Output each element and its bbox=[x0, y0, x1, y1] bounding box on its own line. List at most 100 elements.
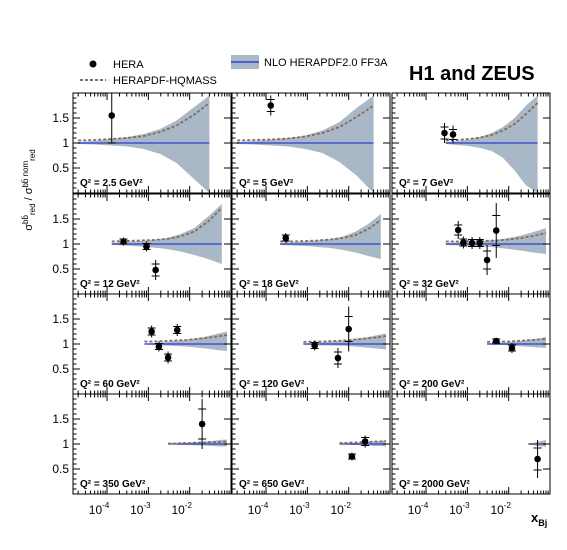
hera-data-point bbox=[468, 237, 477, 249]
hera-data-point bbox=[173, 324, 182, 336]
q2-label: Q² = 650 GeV² bbox=[239, 479, 305, 490]
q2-label: Q² = 7 GeV² bbox=[399, 178, 454, 189]
data-marker bbox=[143, 243, 150, 250]
panel-q2-18: Q² = 18 GeV² bbox=[231, 193, 391, 295]
panel-q2-7: Q² = 7 GeV² bbox=[391, 92, 551, 194]
y-tick-label: 1.5 bbox=[52, 412, 69, 426]
hera-data-point bbox=[483, 245, 492, 275]
data-marker bbox=[441, 129, 448, 137]
data-marker bbox=[468, 239, 476, 247]
hera-data-point bbox=[151, 260, 160, 280]
data-marker bbox=[152, 266, 159, 274]
panel-plot-area bbox=[440, 95, 539, 193]
data-marker bbox=[345, 325, 352, 333]
data-marker bbox=[148, 328, 155, 335]
nlo-uncertainty-band bbox=[168, 439, 227, 447]
hqmass-curve bbox=[111, 207, 223, 243]
panel-plot-area bbox=[237, 95, 375, 193]
hera-data-point bbox=[164, 351, 173, 364]
nlo-uncertainty-band bbox=[280, 214, 381, 259]
data-marker bbox=[334, 354, 342, 362]
legend-hqmass-label: HERAPDF-HQMASS bbox=[113, 75, 217, 87]
data-marker bbox=[492, 227, 500, 234]
hera-data-point bbox=[142, 241, 151, 252]
panel-q2-2000: 10-4 10-3 10-2 Q² = 2000 GeV² bbox=[391, 393, 551, 517]
hera-data-point bbox=[344, 306, 353, 352]
q2-label: Q² = 12 GeV² bbox=[80, 279, 140, 290]
data-marker bbox=[198, 420, 206, 428]
y-tick-label: 1.5 bbox=[52, 111, 69, 125]
panel-plot-area bbox=[303, 306, 387, 368]
panel-plot-area bbox=[144, 324, 228, 364]
hera-data-point bbox=[266, 95, 275, 116]
panel-plot-area bbox=[78, 93, 210, 193]
nlo-uncertainty-band bbox=[144, 331, 227, 351]
hera-data-point bbox=[440, 123, 449, 143]
data-marker bbox=[476, 239, 484, 247]
hera-data-point bbox=[107, 93, 116, 144]
panel-q2-60: 0.5 1 1.5 Q² = 60 GeV² bbox=[52, 293, 232, 395]
y-tick-label: 1 bbox=[62, 337, 69, 351]
nlo-uncertainty-band bbox=[78, 95, 210, 193]
q2-label: Q² = 350 GeV² bbox=[80, 479, 146, 490]
x-tick-label: 10-2 bbox=[330, 501, 351, 517]
q2-label: Q² = 120 GeV² bbox=[239, 379, 305, 390]
x-tick-label: 10-4 bbox=[89, 501, 110, 517]
q2-label: Q² = 2000 GeV² bbox=[399, 479, 471, 490]
panel-q2-32: Q² = 32 GeV² bbox=[391, 193, 551, 295]
hera-data-point bbox=[198, 399, 207, 449]
chart-title: H1 and ZEUS bbox=[409, 63, 535, 85]
y-tick-label: 0.5 bbox=[52, 362, 69, 376]
data-marker bbox=[454, 226, 462, 234]
hera-data-point bbox=[475, 237, 484, 249]
panel-plot-area bbox=[487, 337, 547, 353]
hera-data-point bbox=[333, 348, 342, 368]
y-tick-label: 1.5 bbox=[52, 212, 69, 226]
y-tick-label: 1 bbox=[62, 237, 69, 251]
panel-q2-120: Q² = 120 GeV² bbox=[231, 293, 391, 395]
data-marker bbox=[311, 342, 318, 349]
y-tick-label: 0.5 bbox=[52, 161, 69, 175]
legend: HERA HERAPDF-HQMASS NLO HERAPDF2.0 FF3A bbox=[80, 55, 388, 87]
data-marker bbox=[449, 131, 457, 138]
q2-label: Q² = 200 GeV² bbox=[399, 379, 465, 390]
x-tick-label: 10-2 bbox=[171, 501, 192, 517]
x-axis-label: xBj bbox=[531, 510, 547, 528]
panel-q2-650: 10-4 10-3 10-2 Q² = 650 GeV² bbox=[231, 393, 391, 517]
hqmass-curve bbox=[144, 334, 228, 343]
y-tick-label: 0.5 bbox=[52, 462, 69, 476]
panel-q2-350: 0.5 1 1.5 10-4 10-3 10-2 Q² = 350 GeV² bbox=[52, 393, 232, 517]
nlo-uncertainty-band bbox=[487, 337, 546, 348]
hera-data-point bbox=[310, 340, 319, 351]
y-axis-label: σbb̄red / σbb̄ nomred bbox=[21, 149, 37, 230]
hera-data-point bbox=[492, 337, 501, 345]
panel-q2-12: 0.5 1 1.5 Q² = 12 GeV² bbox=[52, 193, 232, 295]
data-marker bbox=[173, 326, 181, 334]
x-tick-label: 10-4 bbox=[408, 501, 429, 517]
panel-plot-area bbox=[445, 203, 547, 275]
data-marker bbox=[108, 112, 116, 119]
hera-data-point bbox=[492, 203, 501, 258]
panel-plot-area bbox=[168, 399, 228, 449]
y-tick-label: 1 bbox=[62, 136, 69, 150]
y-tick-label: 1 bbox=[62, 437, 69, 451]
hqmass-curve bbox=[303, 335, 387, 343]
data-marker bbox=[155, 343, 163, 350]
hera-data-point bbox=[454, 221, 463, 239]
hera-data-point bbox=[459, 236, 468, 249]
hera-data-point bbox=[347, 452, 356, 461]
data-marker bbox=[534, 455, 541, 463]
data-marker bbox=[361, 438, 369, 445]
hqmass-curve bbox=[78, 102, 210, 142]
x-tick-label: 10-2 bbox=[490, 501, 511, 517]
x-tick-label: 10-3 bbox=[449, 501, 470, 517]
panels-grid: 0.5 1 1.5 Q² = 2.5 GeV² Q² = 5 GeV² Q² = 7 Ge… bbox=[52, 92, 551, 517]
hqmass-curve bbox=[339, 440, 387, 444]
hera-data-point bbox=[147, 325, 156, 338]
q2-label: Q² = 60 GeV² bbox=[80, 379, 140, 390]
panel-plot-area bbox=[280, 214, 382, 259]
x-tick-label: 10-4 bbox=[248, 501, 269, 517]
hera-data-point bbox=[449, 125, 458, 144]
q2-label: Q² = 32 GeV² bbox=[399, 279, 459, 290]
